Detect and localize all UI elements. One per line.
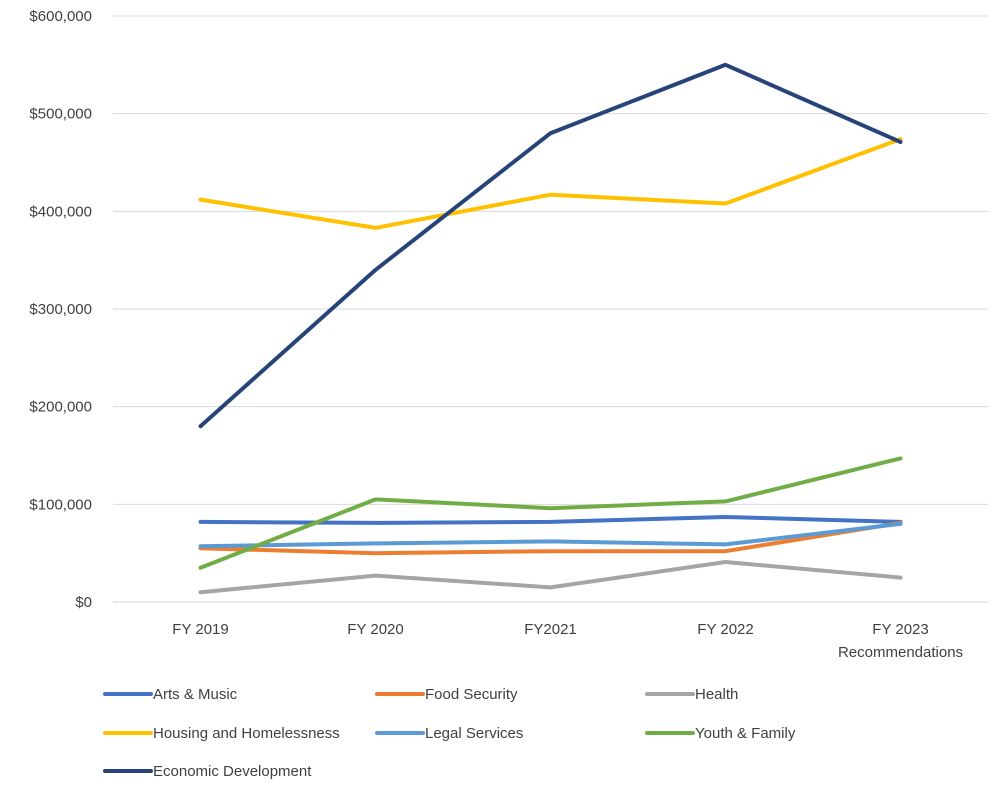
legend-label: Arts & Music bbox=[153, 686, 238, 703]
legend-item: Economic Development bbox=[103, 763, 312, 780]
y-tick-label: $600,000 bbox=[29, 8, 92, 25]
series-lines bbox=[198, 62, 903, 595]
x-tick-label: FY 2019 bbox=[172, 621, 228, 638]
legend-item: Youth & Family bbox=[645, 725, 796, 742]
legend-label: Legal Services bbox=[425, 725, 523, 742]
x-tick-label: FY2021 bbox=[524, 621, 577, 638]
y-tick-label: $100,000 bbox=[29, 496, 92, 513]
legend-label: Health bbox=[695, 686, 738, 703]
series-line-health bbox=[198, 560, 903, 595]
legend-item: Arts & Music bbox=[103, 686, 238, 703]
x-tick-label: FY 2023 bbox=[872, 621, 928, 638]
series-line-legal-services bbox=[198, 521, 903, 549]
x-tick-label: FY 2022 bbox=[697, 621, 753, 638]
legend-item: Health bbox=[645, 686, 738, 703]
legend-label: Food Security bbox=[425, 686, 518, 703]
y-tick-label: $200,000 bbox=[29, 399, 92, 416]
gridlines bbox=[113, 15, 988, 603]
series-line-youth-family bbox=[198, 456, 903, 570]
legend-item: Legal Services bbox=[375, 725, 523, 742]
y-tick-label: $0 bbox=[75, 594, 92, 611]
y-axis-tick-labels: $0 $100,000 $200,000 $300,000 $400,000 $500,0… bbox=[29, 8, 92, 611]
legend: Arts & Music Food Security Health Housing a… bbox=[103, 686, 796, 780]
y-tick-label: $300,000 bbox=[29, 301, 92, 318]
series-line-economic-development bbox=[198, 62, 903, 429]
y-tick-label: $500,000 bbox=[29, 106, 92, 123]
x-tick-label: FY 2020 bbox=[347, 621, 403, 638]
x-tick-label: Recommendations bbox=[838, 644, 963, 661]
x-axis-tick-labels: FY 2019 FY 2020 FY2021 FY 2022 FY 2023 Recomm… bbox=[172, 621, 963, 661]
series-line-arts-music bbox=[198, 515, 903, 525]
series-line-food-security bbox=[198, 520, 903, 556]
legend-item: Housing and Homelessness bbox=[103, 725, 340, 742]
series-line-housing-and-homelessness bbox=[198, 137, 903, 230]
legend-label: Housing and Homelessness bbox=[153, 725, 340, 742]
legend-item: Food Security bbox=[375, 686, 518, 703]
legend-label: Youth & Family bbox=[695, 725, 796, 742]
y-tick-label: $400,000 bbox=[29, 203, 92, 220]
legend-label: Economic Development bbox=[153, 763, 312, 780]
